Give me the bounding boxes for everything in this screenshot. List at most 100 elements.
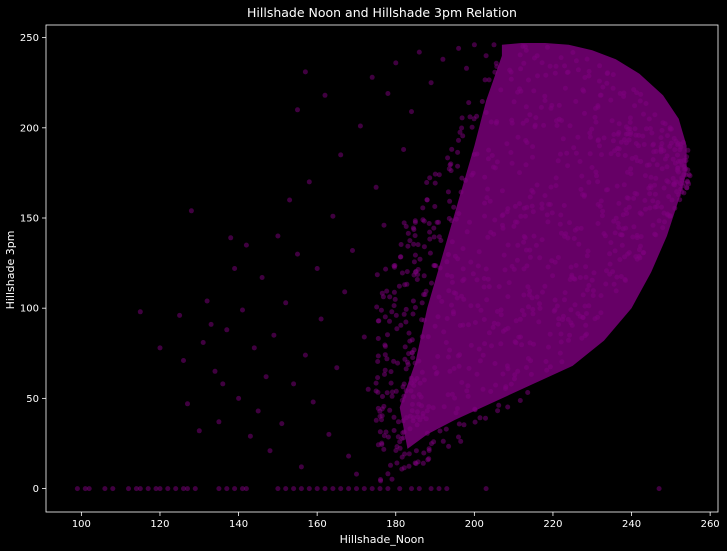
scatter-point [243, 242, 249, 248]
scatter-point [505, 404, 511, 410]
scatter-point [338, 152, 344, 158]
scatter-point [611, 218, 617, 224]
scatter-point [453, 216, 459, 222]
scatter-point [603, 281, 609, 287]
scatter-point [449, 146, 455, 152]
scatter-point [485, 276, 491, 282]
x-tick-label: 160 [308, 519, 327, 530]
scatter-point [232, 486, 238, 492]
scatter-point [586, 303, 592, 309]
scatter-point [665, 179, 671, 185]
scatter-point [615, 220, 621, 226]
scatter-point [385, 91, 391, 96]
scatter-point [505, 294, 511, 300]
scatter-point [582, 333, 588, 339]
scatter-point [379, 440, 385, 446]
scatter-point [639, 211, 644, 217]
scatter-point [432, 204, 438, 209]
scatter-point [573, 150, 579, 156]
scatter-point [571, 145, 577, 151]
scatter-point [275, 486, 281, 492]
scatter-point [200, 340, 206, 345]
scatter-point [432, 180, 438, 186]
scatter-point [447, 368, 453, 374]
scatter-point [484, 297, 490, 303]
scatter-point [401, 147, 407, 152]
scatter-point [582, 110, 587, 116]
scatter-point [391, 289, 397, 295]
scatter-point [671, 135, 677, 141]
scatter-point [524, 140, 530, 145]
scatter-point [519, 308, 525, 313]
scatter-point [415, 242, 421, 248]
scatter-point [589, 277, 595, 283]
scatter-point [614, 183, 620, 189]
scatter-point [382, 367, 388, 373]
scatter-point [188, 208, 194, 214]
scatter-point [458, 189, 464, 195]
scatter-point [410, 355, 416, 361]
scatter-point [604, 80, 610, 86]
scatter-point [675, 152, 680, 158]
scatter-point [247, 433, 253, 439]
scatter-point [575, 134, 581, 140]
scatter-point [445, 252, 451, 257]
scatter-point [414, 409, 420, 415]
scatter-point [400, 384, 406, 390]
scatter-point [660, 120, 666, 126]
scatter-point [609, 118, 615, 124]
scatter-point [623, 225, 629, 231]
scatter-point [126, 486, 131, 492]
scatter-point [599, 152, 604, 158]
scatter-point [477, 358, 483, 364]
scatter-point [389, 476, 395, 482]
scatter-point [412, 305, 418, 310]
scatter-point [480, 386, 486, 392]
scatter-point [354, 471, 359, 477]
scatter-point [593, 169, 599, 175]
scatter-point [402, 282, 408, 288]
scatter-point [483, 110, 489, 115]
scatter-point [540, 289, 545, 295]
scatter-point [489, 343, 494, 349]
scatter-point [421, 244, 427, 250]
scatter-point [553, 175, 559, 181]
scatter-point [385, 486, 391, 492]
scatter-point [526, 304, 531, 310]
scatter-point [391, 263, 397, 269]
scatter-point [503, 386, 508, 391]
scatter-point [647, 126, 653, 131]
scatter-point [517, 170, 522, 176]
scatter-point [535, 73, 540, 79]
scatter-point [414, 422, 420, 428]
scatter-point [449, 273, 455, 279]
scatter-point [405, 243, 411, 249]
scatter-point [562, 297, 567, 303]
scatter-point [539, 237, 545, 243]
scatter-point [583, 264, 589, 270]
scatter-point [393, 388, 399, 394]
scatter-point [584, 253, 590, 259]
scatter-point [504, 141, 510, 147]
scatter-point [419, 334, 425, 340]
y-tick-label: 100 [20, 304, 39, 315]
scatter-point [508, 150, 514, 155]
scatter-point [318, 316, 324, 322]
scatter-point [643, 206, 648, 212]
scatter-point [655, 200, 661, 205]
scatter-point [380, 394, 385, 399]
scatter-point [686, 172, 692, 177]
scatter-point [382, 314, 388, 320]
x-tick-label: 100 [72, 519, 91, 530]
scatter-point [534, 182, 540, 188]
scatter-point [580, 292, 586, 298]
scatter-point [650, 157, 656, 163]
scatter-point [243, 486, 249, 492]
scatter-point [636, 132, 642, 138]
scatter-point [509, 120, 515, 126]
scatter-point [542, 283, 548, 289]
scatter-point [627, 119, 633, 125]
plot-area [74, 42, 693, 492]
scatter-point [385, 332, 390, 338]
scatter-point [460, 322, 466, 328]
